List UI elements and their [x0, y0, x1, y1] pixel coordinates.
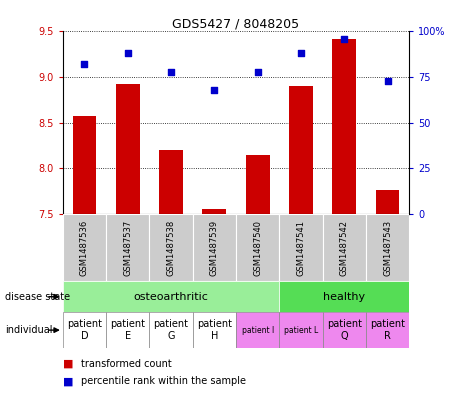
Text: GSM1487541: GSM1487541: [297, 220, 306, 275]
Text: patient L: patient L: [284, 326, 318, 334]
Point: [211, 87, 218, 93]
Bar: [63, 312, 106, 348]
Bar: [159, 150, 183, 214]
Point: [124, 50, 132, 57]
Bar: [202, 209, 226, 214]
Bar: [193, 214, 236, 281]
Title: GDS5427 / 8048205: GDS5427 / 8048205: [173, 17, 299, 30]
Bar: [149, 214, 193, 281]
Text: patient I: patient I: [241, 326, 274, 334]
Bar: [63, 214, 106, 281]
Bar: [376, 189, 399, 214]
Bar: [116, 84, 140, 214]
Text: GSM1487540: GSM1487540: [253, 220, 262, 275]
Bar: [323, 312, 366, 348]
Bar: [332, 39, 356, 214]
Text: osteoarthritic: osteoarthritic: [133, 292, 208, 302]
Text: GSM1487543: GSM1487543: [383, 220, 392, 275]
Bar: [73, 116, 96, 214]
Bar: [193, 312, 236, 348]
Text: ■: ■: [63, 358, 73, 369]
Bar: [246, 155, 270, 214]
Text: patient
G: patient G: [153, 320, 188, 341]
Point: [167, 68, 175, 75]
Text: disease state: disease state: [5, 292, 70, 302]
Text: patient
E: patient E: [110, 320, 145, 341]
Point: [297, 50, 305, 57]
Point: [254, 68, 261, 75]
Point: [81, 61, 88, 68]
Text: patient
R: patient R: [370, 320, 405, 341]
Bar: [236, 214, 279, 281]
Bar: [323, 214, 366, 281]
Text: healthy: healthy: [323, 292, 365, 302]
Text: individual: individual: [5, 325, 52, 335]
Text: GSM1487539: GSM1487539: [210, 220, 219, 275]
Bar: [236, 312, 279, 348]
Bar: [279, 312, 323, 348]
Bar: [279, 214, 323, 281]
Text: patient
Q: patient Q: [327, 320, 362, 341]
Text: GSM1487537: GSM1487537: [123, 219, 132, 276]
Bar: [106, 214, 149, 281]
Point: [384, 78, 391, 84]
Bar: [106, 312, 149, 348]
Text: patient
H: patient H: [197, 320, 232, 341]
Bar: [149, 312, 193, 348]
Text: transformed count: transformed count: [81, 358, 172, 369]
Bar: [366, 312, 409, 348]
Text: GSM1487542: GSM1487542: [340, 220, 349, 275]
Bar: [279, 281, 409, 312]
Point: [340, 36, 348, 42]
Text: GSM1487538: GSM1487538: [166, 219, 175, 276]
Bar: [366, 214, 409, 281]
Text: patient
D: patient D: [67, 320, 102, 341]
Bar: [289, 86, 313, 214]
Bar: [63, 281, 279, 312]
Text: percentile rank within the sample: percentile rank within the sample: [81, 376, 246, 386]
Text: ■: ■: [63, 376, 73, 386]
Text: GSM1487536: GSM1487536: [80, 219, 89, 276]
